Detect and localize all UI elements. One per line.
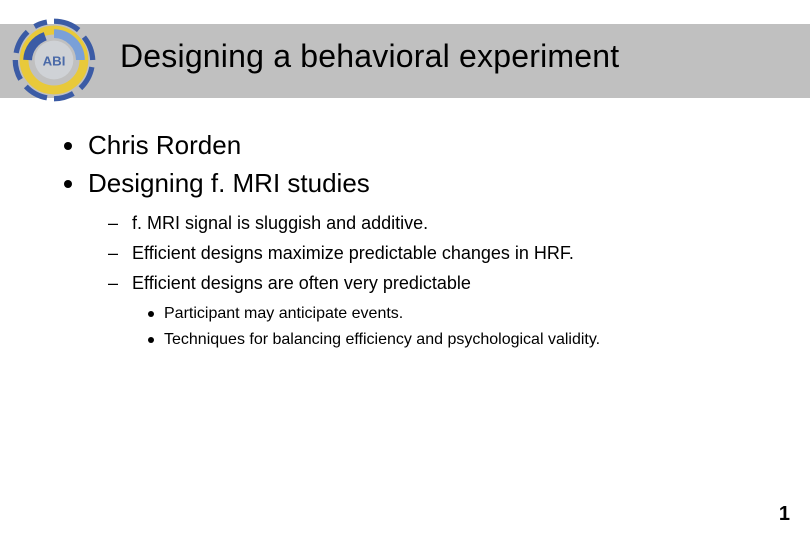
dash-icon: –	[108, 240, 118, 266]
slide-content: Chris Rorden Designing f. MRI studies – …	[64, 128, 764, 356]
bullet-l2: – Efficient designs maximize predictable…	[108, 240, 764, 266]
abi-logo-svg: ABI	[10, 16, 98, 104]
abi-logo: ABI	[10, 16, 98, 104]
bullet-l3: Techniques for balancing efficiency and …	[148, 328, 764, 352]
sub-bullets: – f. MRI signal is sluggish and additive…	[108, 210, 764, 352]
page-number: 1	[779, 503, 790, 526]
slide-title: Designing a behavioral experiment	[120, 38, 619, 75]
bullet-text: Efficient designs maximize predictable c…	[132, 240, 574, 266]
bullet-text: Techniques for balancing efficiency and …	[164, 328, 600, 352]
bullet-text: f. MRI signal is sluggish and additive.	[132, 210, 428, 236]
bullet-text: Designing f. MRI studies	[88, 166, 370, 200]
bullet-l2: – Efficient designs are often very predi…	[108, 270, 764, 296]
bullet-text: Efficient designs are often very predict…	[132, 270, 471, 296]
slide: ABI Designing a behavioral experiment Ch…	[0, 0, 810, 540]
bullet-l3: Participant may anticipate events.	[148, 302, 764, 326]
dash-icon: –	[108, 270, 118, 296]
dash-icon: –	[108, 210, 118, 236]
disc-icon	[64, 142, 72, 150]
bullet-l1: Chris Rorden	[64, 128, 764, 162]
bullet-text: Chris Rorden	[88, 128, 241, 162]
sub-sub-bullets: Participant may anticipate events. Techn…	[148, 302, 764, 352]
bullet-text: Participant may anticipate events.	[164, 302, 403, 326]
disc-icon	[148, 311, 154, 317]
bullet-l1: Designing f. MRI studies	[64, 166, 764, 200]
bullet-l2: – f. MRI signal is sluggish and additive…	[108, 210, 764, 236]
disc-icon	[148, 337, 154, 343]
disc-icon	[64, 180, 72, 188]
abi-logo-label: ABI	[43, 53, 66, 68]
